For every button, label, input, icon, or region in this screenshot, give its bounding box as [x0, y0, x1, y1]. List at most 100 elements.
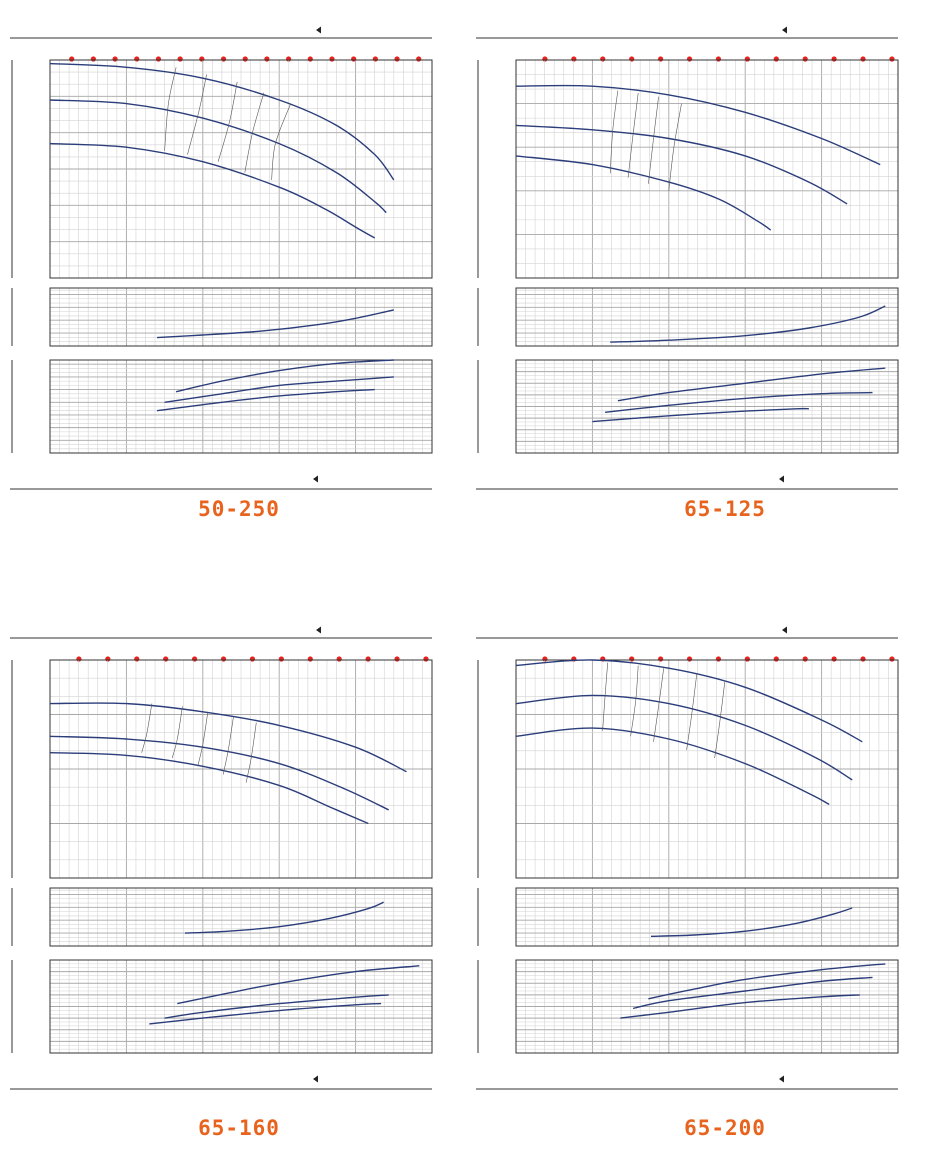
- power-frame: [515, 359, 899, 454]
- efficiency-line: [714, 681, 726, 759]
- efficiency-line: [164, 67, 177, 151]
- gpm-dot: [307, 56, 313, 62]
- npsh-frame: [49, 887, 433, 947]
- power-panel: [477, 359, 899, 454]
- gpm-dot: [571, 56, 577, 62]
- head-frame: [49, 59, 433, 279]
- efficiency-line: [686, 673, 698, 750]
- chart-title-65-160: 65-160: [198, 1116, 280, 1140]
- gpm-dot: [657, 56, 664, 62]
- series-line-head: [49, 702, 407, 773]
- efficiency-line: [222, 717, 234, 775]
- npsh-panel: [477, 887, 899, 947]
- npsh-panel: [477, 287, 899, 347]
- bottom-axis-arrow: [779, 475, 784, 483]
- gpm-dot: [416, 56, 422, 62]
- power-frame: [49, 359, 433, 454]
- series-line-power: [177, 965, 420, 1005]
- gpm-dot: [134, 56, 140, 62]
- series-line-npsh: [156, 309, 394, 339]
- efficiency-line: [141, 703, 153, 753]
- efficiency-line: [602, 662, 608, 731]
- efficiency-line: [245, 722, 257, 783]
- series-line-power: [164, 376, 394, 403]
- series-line-power: [175, 359, 394, 393]
- gpm-dot: [773, 56, 779, 62]
- efficiency-line: [627, 93, 639, 178]
- gpm-dot: [90, 56, 96, 62]
- efficiency-line: [187, 74, 207, 155]
- chart-title-65-200: 65-200: [684, 1116, 766, 1140]
- head-panel: [11, 59, 433, 279]
- head-frame: [515, 59, 899, 279]
- efficiency-line: [271, 103, 291, 180]
- gpm-dot: [69, 56, 75, 62]
- head-frame: [49, 659, 433, 879]
- top-axis-arrow: [316, 626, 321, 634]
- chart-title-65-125: 65-125: [684, 497, 766, 521]
- gpm-dot: [394, 56, 400, 62]
- series-line-power: [149, 1002, 382, 1025]
- series-line-power: [620, 994, 860, 1019]
- series-line-power: [617, 367, 886, 402]
- series-line-npsh: [184, 901, 384, 934]
- series-line-head: [515, 694, 853, 781]
- gpm-dot: [629, 656, 635, 662]
- gpm-dot: [191, 656, 198, 662]
- gpm-dot: [372, 56, 378, 62]
- efficiency-line: [217, 81, 238, 162]
- gpm-dot: [329, 56, 335, 62]
- series-line-npsh: [650, 907, 853, 937]
- gpm-dot: [802, 656, 808, 662]
- gpm-dot: [600, 56, 606, 62]
- head-frame: [515, 659, 899, 879]
- gpm-dot: [105, 656, 111, 662]
- efficiency-line: [630, 665, 639, 737]
- series-line-head: [515, 155, 772, 231]
- series-line-power: [648, 963, 886, 1000]
- chart-65-200: [476, 626, 899, 1090]
- power-panel: [11, 359, 433, 454]
- bottom-axis-arrow: [313, 475, 318, 483]
- gpm-dot: [242, 56, 248, 62]
- power-frame: [515, 959, 899, 1054]
- gpm-dot: [860, 56, 866, 62]
- gpm-dot: [264, 56, 270, 62]
- gpm-dot: [199, 56, 205, 62]
- chart-65-125: [476, 26, 899, 490]
- gpm-dot: [336, 656, 342, 662]
- gpm-dot: [831, 656, 837, 662]
- series-line-npsh: [610, 305, 886, 343]
- series-line-head: [49, 752, 369, 825]
- efficiency-line: [653, 668, 664, 742]
- series-line-head: [515, 124, 848, 205]
- series-line-head: [49, 62, 395, 181]
- top-axis-arrow: [782, 26, 787, 34]
- efficiency-line: [171, 706, 183, 759]
- head-panel: [477, 659, 899, 879]
- chart-50-250: [10, 26, 433, 490]
- series-line-power: [164, 994, 389, 1019]
- series-line-power: [605, 391, 873, 413]
- series-line-power: [156, 388, 375, 412]
- gpm-dot: [773, 656, 779, 662]
- gpm-dot: [629, 56, 635, 62]
- gpm-dot: [860, 656, 866, 662]
- gpm-dot: [134, 656, 140, 662]
- efficiency-line: [609, 90, 619, 174]
- efficiency-line: [668, 103, 682, 191]
- series-line-head: [515, 727, 830, 806]
- top-axis-arrow: [782, 626, 787, 634]
- gpm-dot: [155, 56, 162, 62]
- head-panel: [11, 659, 433, 879]
- top-axis-arrow: [316, 26, 321, 34]
- gpm-dot: [889, 56, 895, 62]
- series-line-head: [49, 142, 376, 239]
- gpm-dot: [394, 656, 400, 662]
- power-panel: [477, 959, 899, 1054]
- bottom-axis-arrow: [779, 1075, 784, 1083]
- gpm-dot: [423, 656, 429, 662]
- npsh-panel: [11, 287, 433, 347]
- gpm-dot: [657, 656, 664, 662]
